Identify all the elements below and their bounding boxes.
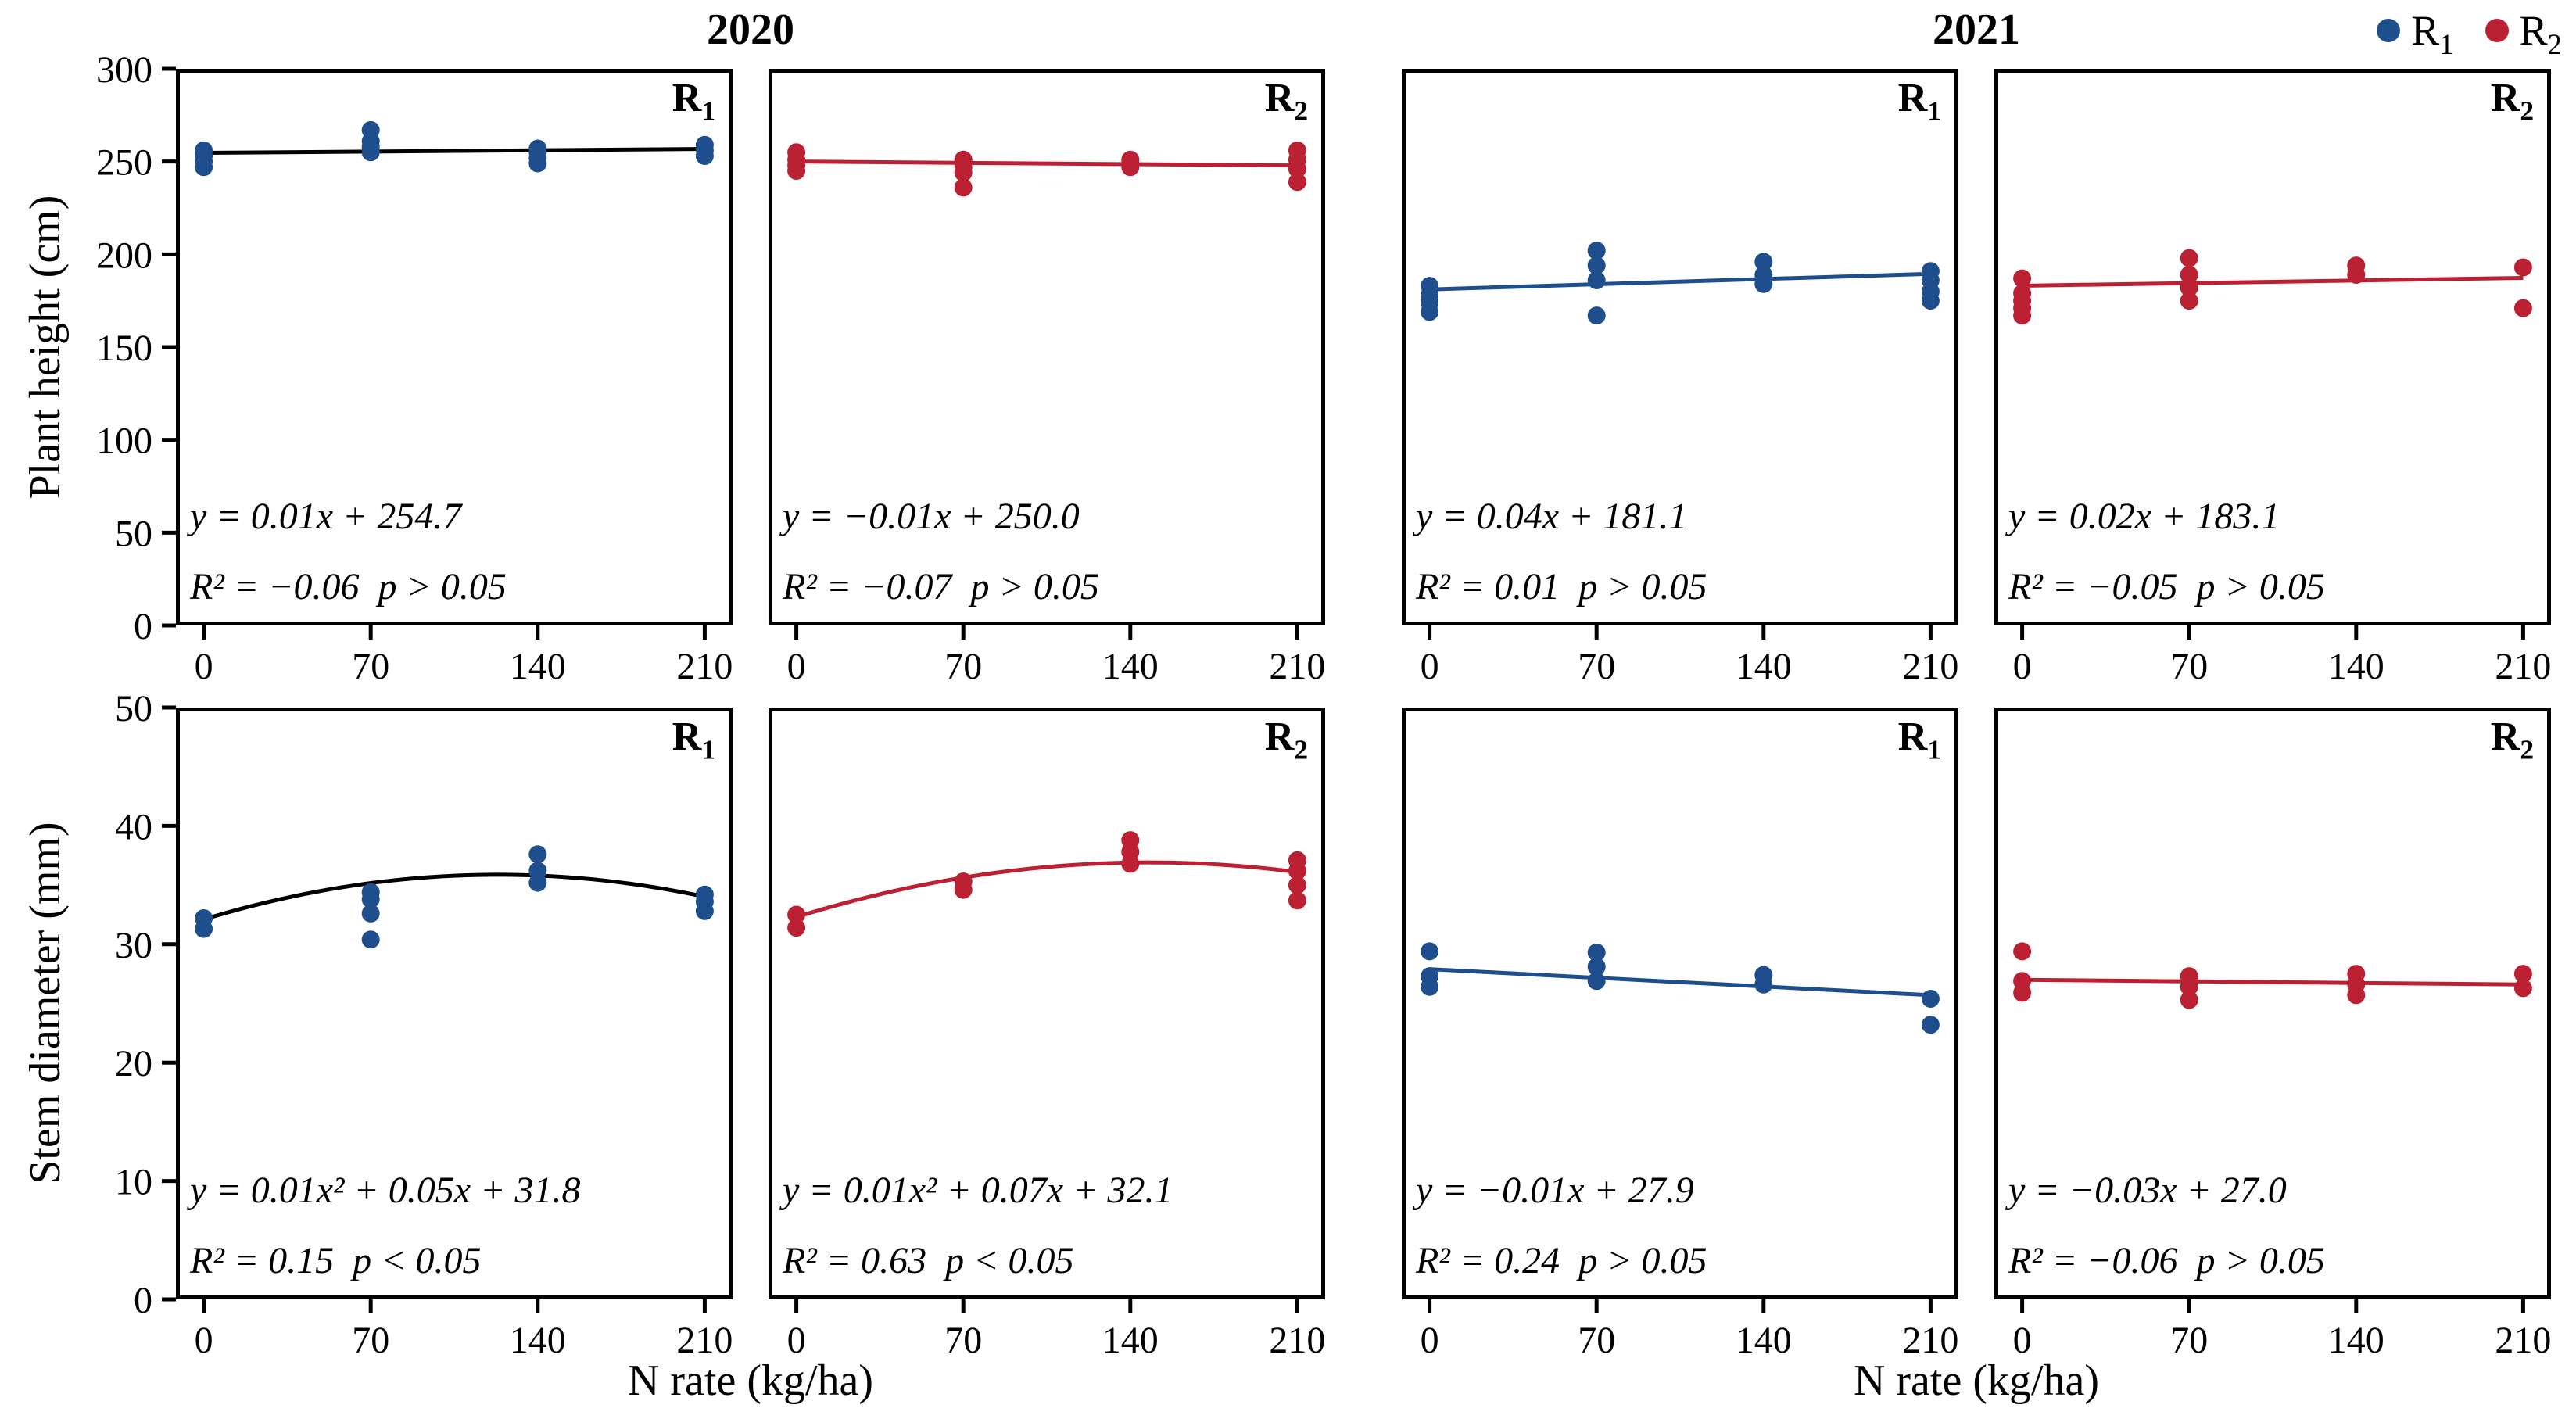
svg-text:30: 30 [115, 925, 152, 966]
panel-rep-label: R2 [2490, 715, 2534, 765]
regression-stats: R² = 0.24 p > 0.05 [1416, 1240, 1707, 1281]
svg-text:210: 210 [1902, 646, 1958, 687]
svg-text:70: 70 [1578, 1320, 1615, 1361]
svg-text:70: 70 [352, 646, 389, 687]
svg-text:140: 140 [510, 1320, 566, 1361]
svg-text:210: 210 [676, 1320, 733, 1361]
y-axis-label-plant-height: Plant height (cm) [21, 195, 70, 500]
regression-stats: R² = −0.06 p > 0.05 [190, 566, 507, 607]
regression-stats: R² = −0.07 p > 0.05 [783, 566, 1099, 607]
regression-equation: y = −0.01x + 250.0 [783, 496, 1080, 537]
svg-text:0: 0 [195, 646, 213, 687]
svg-text:0: 0 [195, 1320, 213, 1361]
regression-equation: y = −0.01x + 27.9 [1416, 1170, 1694, 1211]
svg-text:140: 140 [2328, 646, 2384, 687]
svg-text:0: 0 [2013, 646, 2032, 687]
regression-stats: R² = 0.63 p < 0.05 [783, 1240, 1074, 1281]
regression-stats: R² = 0.15 p < 0.05 [190, 1240, 482, 1281]
svg-text:70: 70 [2170, 646, 2208, 687]
regression-stats: R² = −0.06 p > 0.05 [2008, 1240, 2325, 1281]
panel-2021-r1-stem-diameter: 0 70 140 210 R1 y = −0.01x + 27.9 R² = 0.24… [1402, 708, 1958, 1361]
svg-text:140: 140 [510, 646, 566, 687]
panel-2021-r2-stem-diameter: 0 70 140 210 R2 y = −0.03x + 27.0 R² = −0.0… [1994, 708, 2551, 1361]
svg-text:150: 150 [96, 328, 152, 369]
svg-text:0: 0 [1421, 1320, 1439, 1361]
legend-dot-r2-icon [2485, 19, 2509, 42]
svg-text:140: 140 [1736, 1320, 1792, 1361]
plot-area: 0 70 140 210 [1402, 69, 1958, 687]
panel-2020-r2-plant-height: 0 70 140 210 R2 y = −0.01x + 250.0 R² = −0.… [769, 69, 1325, 687]
y-axis-label-stem-diameter: Stem diameter (mm) [21, 822, 70, 1184]
regression-equation: y = 0.01x² + 0.05x + 31.8 [190, 1170, 581, 1211]
plot-area: 0 70 140 210 [769, 708, 1325, 1361]
svg-text:250: 250 [96, 142, 152, 184]
svg-text:100: 100 [96, 421, 152, 462]
svg-text:140: 140 [1736, 646, 1792, 687]
svg-text:50: 50 [115, 688, 152, 729]
panel-rep-label: R1 [1897, 715, 1941, 765]
x-axis-label-2020: N rate (kg/ha) [627, 1356, 874, 1405]
column-title-2021: 2021 [1933, 5, 2020, 54]
legend-label-r2: R2 [2519, 7, 2562, 60]
svg-text:70: 70 [944, 646, 982, 687]
svg-text:70: 70 [352, 1320, 389, 1361]
svg-text:0: 0 [787, 1320, 806, 1361]
legend-label-r1: R1 [2411, 7, 2454, 60]
legend-item-r2: R2 [2485, 6, 2562, 60]
regression-equation: y = 0.01x + 254.7 [190, 496, 462, 537]
panel-2020-r1-plant-height: 0 70 140 210 0 50 100 150 200 250 300 R1 y = 0.01x… [96, 49, 733, 687]
svg-text:210: 210 [1269, 646, 1325, 687]
svg-text:210: 210 [2495, 1320, 2551, 1361]
panel-rep-label: R1 [672, 715, 715, 765]
panel-2020-r2-stem-diameter: 0 70 140 210 R2 y = 0.01x² + 0.07x + 32.1 R… [769, 708, 1325, 1361]
svg-text:210: 210 [1269, 1320, 1325, 1361]
svg-text:210: 210 [676, 646, 733, 687]
svg-text:70: 70 [1578, 646, 1615, 687]
panel-rep-label: R2 [1264, 76, 1308, 127]
regression-equation: y = −0.03x + 27.0 [2008, 1170, 2287, 1211]
plot-area: 0 70 140 210 0 10 20 30 40 50 [115, 688, 733, 1361]
svg-text:50: 50 [115, 513, 152, 554]
svg-text:70: 70 [2170, 1320, 2208, 1361]
svg-text:210: 210 [1902, 1320, 1958, 1361]
panel-rep-label: R1 [1897, 76, 1941, 127]
panel-2021-r2-plant-height: 0 70 140 210 R2 y = 0.02x + 183.1 R² = −0.0… [1994, 69, 2551, 687]
legend-item-r1: R1 [2377, 6, 2454, 60]
svg-text:70: 70 [944, 1320, 982, 1361]
svg-text:0: 0 [787, 646, 806, 687]
svg-text:20: 20 [115, 1043, 152, 1084]
plot-area: 0 70 140 210 [1994, 69, 2551, 687]
svg-text:0: 0 [134, 1280, 152, 1321]
svg-text:140: 140 [1102, 1320, 1159, 1361]
regression-stats: R² = −0.05 p > 0.05 [2008, 566, 2325, 607]
panel-rep-label: R2 [1264, 715, 1308, 765]
panel-rep-label: R1 [672, 76, 715, 127]
svg-text:200: 200 [96, 235, 152, 276]
panel-rep-label: R2 [2490, 76, 2534, 127]
plot-area: 0 70 140 210 [1994, 708, 2551, 1361]
plot-area: 0 70 140 210 [769, 69, 1325, 687]
regression-equation: y = 0.02x + 183.1 [2008, 496, 2280, 537]
panel-2020-r1-stem-diameter: 0 70 140 210 0 10 20 30 40 50 R1 y = 0.01x² + 0.0… [115, 688, 733, 1361]
legend-dot-r1-icon [2377, 19, 2401, 42]
svg-text:140: 140 [2328, 1320, 2384, 1361]
svg-text:0: 0 [1421, 646, 1439, 687]
plot-area: 0 70 140 210 [1402, 708, 1958, 1361]
svg-text:0: 0 [134, 606, 152, 647]
svg-text:0: 0 [2013, 1320, 2032, 1361]
plot-area: 0 70 140 210 0 50 100 150 200 250 300 [96, 49, 733, 687]
svg-text:210: 210 [2495, 646, 2551, 687]
regression-equation: y = 0.04x + 181.1 [1416, 496, 1688, 537]
regression-equation: y = 0.01x² + 0.07x + 32.1 [783, 1170, 1173, 1211]
svg-text:140: 140 [1102, 646, 1159, 687]
x-axis-label-2021: N rate (kg/ha) [1853, 1356, 2100, 1405]
svg-text:40: 40 [115, 806, 152, 847]
legend: R1 R2 [2377, 6, 2562, 60]
svg-text:300: 300 [96, 49, 152, 91]
regression-stats: R² = 0.01 p > 0.05 [1416, 566, 1707, 607]
column-title-2020: 2020 [707, 5, 794, 54]
panel-2021-r1-plant-height: 0 70 140 210 R1 y = 0.04x + 181.1 R² = 0.01… [1402, 69, 1958, 687]
svg-text:10: 10 [115, 1162, 152, 1203]
